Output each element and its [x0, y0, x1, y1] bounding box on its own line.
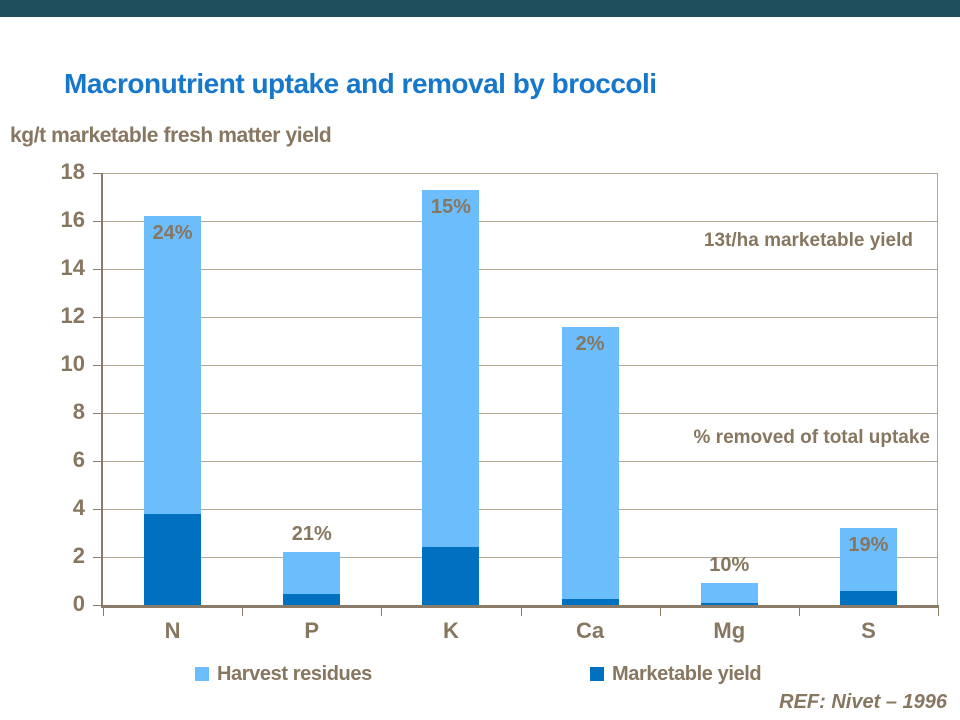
x-axis-tick: [659, 608, 661, 616]
y-axis-tick-label: 10: [60, 351, 85, 376]
x-axis-tick: [798, 608, 800, 616]
bar-N: [144, 216, 202, 605]
bar-S-marketable-yield-segment: [839, 590, 897, 605]
bar-P-marketable-yield-segment: [283, 594, 341, 605]
bar-K: [422, 189, 480, 605]
y-axis-tick-label: 12: [60, 303, 85, 328]
harvest-residues-swatch-icon: [195, 667, 209, 681]
bar-S-harvest-residues-segment: [839, 528, 897, 591]
bar-Mg-harvest-residues-segment: [700, 583, 758, 603]
x-axis-category-label-Ca: Ca: [576, 618, 605, 643]
y-axis-tick: [93, 173, 101, 174]
y-axis-line: [101, 173, 103, 605]
y-axis-tick: [93, 269, 101, 270]
percent-label-K: 15%: [430, 195, 471, 218]
percent-label-P: 21%: [291, 523, 332, 546]
bar-S: [839, 528, 897, 605]
gridline-y8: [103, 413, 938, 414]
bar-P: [283, 552, 341, 605]
gridline-y18: [103, 173, 938, 174]
x-axis-category-label-S: S: [861, 618, 876, 643]
legend-item-marketable-yield: Marketable yield: [590, 661, 762, 687]
y-axis-tick-label: 2: [72, 543, 85, 568]
x-axis-tick: [520, 608, 522, 616]
y-axis-tick-label: 0: [72, 591, 85, 616]
y-axis-unit-label: kg/t marketable fresh matter yield: [10, 124, 332, 147]
gridline-y10: [103, 365, 938, 366]
percent-label-S: 19%: [848, 534, 889, 557]
x-axis-tick: [242, 608, 244, 616]
slide-title: Macronutrient uptake and removal by broc…: [64, 68, 657, 99]
x-axis-category-label-P: P: [304, 618, 320, 643]
bar-Mg-marketable-yield-segment: [700, 602, 758, 605]
y-axis-tick-label: 16: [60, 207, 85, 232]
x-axis-category-label-K: K: [442, 618, 459, 643]
bar-P-harvest-residues-segment: [283, 552, 341, 595]
legend-label-harvest-residues: Harvest residues: [217, 662, 372, 685]
y-axis-tick: [93, 461, 101, 462]
y-axis-tick: [93, 605, 101, 606]
legend-item-harvest-residues: Harvest residues: [195, 661, 372, 687]
y-axis-tick: [93, 509, 101, 510]
annotation-percent-removed: % removed of total uptake: [693, 427, 931, 448]
percent-label-Mg: 10%: [709, 554, 750, 577]
y-axis-tick: [93, 365, 101, 366]
gridline-y4: [103, 509, 938, 510]
marketable-yield-swatch-icon: [590, 667, 604, 681]
y-axis-tick: [93, 413, 101, 414]
reference-citation: REF: Nivet – 1996: [779, 691, 947, 713]
gridline-y6: [103, 461, 938, 462]
bar-K-marketable-yield-segment: [422, 547, 480, 605]
percent-label-Ca: 2%: [575, 332, 605, 355]
x-axis-line: [101, 605, 939, 608]
bar-N-harvest-residues-segment: [144, 216, 202, 514]
bar-N-marketable-yield-segment: [144, 513, 202, 605]
y-axis-tick-label: 14: [60, 255, 85, 280]
y-axis-tick-label: 8: [72, 399, 85, 424]
y-axis-tick-label: 18: [60, 159, 85, 184]
y-axis-tick: [93, 317, 101, 318]
bar-Ca-harvest-residues-segment: [561, 326, 619, 599]
gridline-y12: [103, 317, 938, 318]
annotation-marketable-yield: 13t/ha marketable yield: [703, 230, 913, 251]
legend-label-marketable-yield: Marketable yield: [612, 662, 762, 685]
bar-Mg: [700, 583, 758, 605]
plot-right-border: [937, 173, 938, 605]
bar-Ca: [561, 326, 619, 605]
y-axis-tick: [93, 557, 101, 558]
x-axis-tick: [938, 608, 939, 616]
plot-area: 0 2 4 6 8 10 12 14 16 18 24% N 21% P 15% K 2% Ca 10% Mg 19% S: [61, 161, 939, 643]
y-axis-tick-label: 6: [72, 447, 85, 472]
gridline-y16: [103, 221, 938, 222]
percent-label-N: 24%: [152, 222, 193, 245]
y-axis-tick: [93, 221, 101, 222]
gridline-y14: [103, 269, 938, 270]
x-axis-tick: [381, 608, 383, 616]
bar-Ca-marketable-yield-segment: [561, 599, 619, 605]
x-axis-category-label-Mg: Mg: [713, 618, 746, 643]
top-accent-bar: [0, 0, 960, 17]
x-axis-tick: [103, 608, 104, 616]
bar-K-harvest-residues-segment: [422, 189, 480, 548]
x-axis-category-label-N: N: [164, 618, 181, 643]
y-axis-tick-label: 4: [72, 495, 85, 520]
gridline-y2: [103, 557, 938, 558]
